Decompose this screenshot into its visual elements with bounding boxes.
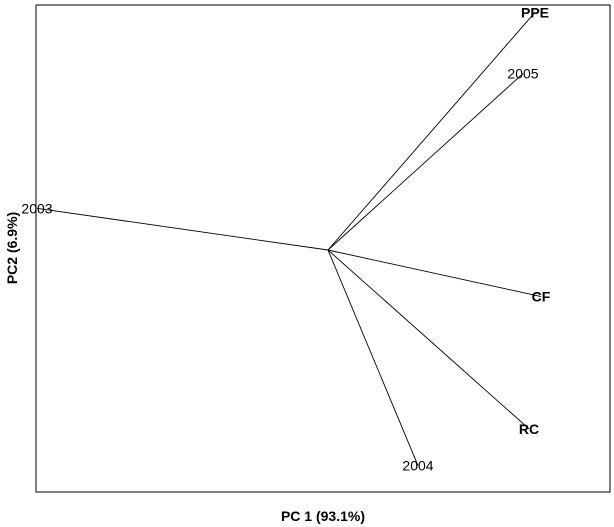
vector-cf xyxy=(327,249,542,297)
plot-frame xyxy=(35,4,611,493)
vector-rc xyxy=(327,249,530,430)
vector-label-ppe: PPE xyxy=(521,4,549,20)
vector-2005 xyxy=(327,73,524,251)
vector-ppe xyxy=(327,12,536,251)
vector-label-cf: CF xyxy=(532,289,551,305)
vector-2003 xyxy=(36,207,329,251)
vector-2004 xyxy=(327,249,419,466)
vector-label-2004: 2004 xyxy=(402,458,433,474)
x-axis-title: PC 1 (93.1%) xyxy=(281,508,365,524)
vector-label-2003: 2003 xyxy=(21,200,52,216)
vector-label-rc: RC xyxy=(519,421,539,437)
vector-label-2005: 2005 xyxy=(507,66,538,82)
vectors-layer xyxy=(36,12,542,466)
labels-layer: PPE 2005 2003 CF RC 2004 xyxy=(21,4,550,473)
y-axis-title: PC2 (6.9%) xyxy=(4,212,20,284)
